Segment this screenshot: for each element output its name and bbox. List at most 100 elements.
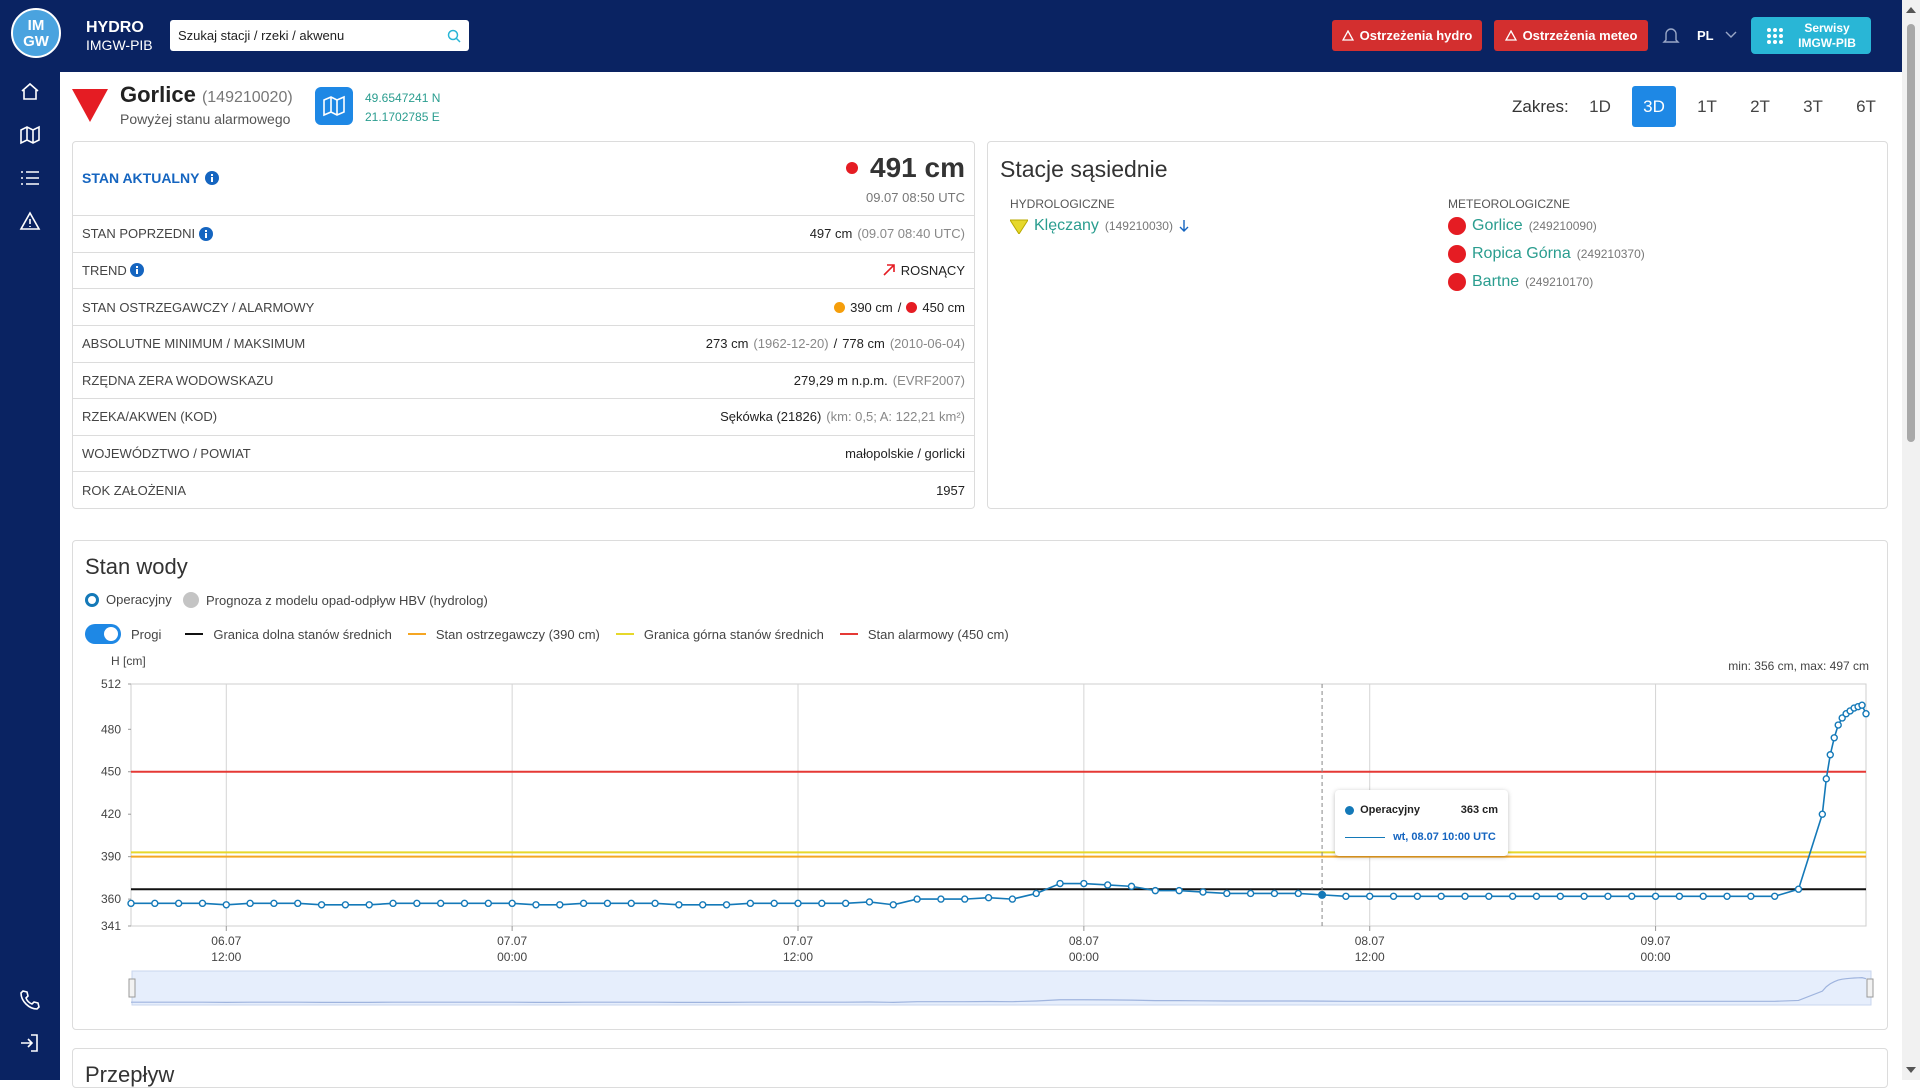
- tooltip-dot: [1345, 805, 1355, 815]
- range-button[interactable]: 3T: [1803, 96, 1823, 116]
- data-point: [1675, 892, 1684, 900]
- legend-label: Operacyjny: [106, 592, 172, 607]
- legend-item[interactable]: Operacyjny: [85, 592, 172, 607]
- x-tick-label: 08.07 12:00: [1354, 934, 1385, 964]
- neighbor-station[interactable]: Gorlice (249210090): [1448, 217, 1597, 235]
- search-box[interactable]: Szukaj stacji / rzeki / akwenu: [170, 20, 469, 51]
- value: 279,29 m n.p.m.: [793, 372, 888, 388]
- chart-title: Stan wody: [85, 554, 188, 579]
- data-point: [174, 899, 183, 908]
- data-point: [770, 899, 778, 908]
- station-code: (249210370): [1576, 247, 1645, 261]
- login-icon[interactable]: [21, 1034, 38, 1052]
- warn-meteo-button[interactable]: Ostrzeżenia meteo: [1494, 20, 1648, 51]
- note: (1962-12-20): [753, 336, 829, 352]
- data-point: [1834, 721, 1842, 729]
- range-button[interactable]: 2T: [1750, 96, 1770, 116]
- value: Sękówka (21826): [720, 409, 822, 425]
- navigator: [131, 970, 1872, 1006]
- neighbor-station[interactable]: Ropica Górna (249210370): [1448, 245, 1645, 263]
- logo-text: GW: [23, 33, 49, 50]
- x-tick-label: 06.07 12:00: [211, 934, 242, 964]
- info-row: STAN OSTRZEGAWCZY / ALARMOWY 390 cm/ 450 c…: [73, 288, 974, 325]
- info-icon[interactable]: [205, 171, 220, 185]
- services-button[interactable]: Serwisy IMGW-PIB: [1751, 17, 1871, 54]
- legend-item[interactable]: Prognoza z modelu opad-odpływ HBV (hydro…: [183, 592, 488, 608]
- language[interactable]: PL: [1697, 28, 1714, 43]
- scroll-thumb[interactable]: [1907, 24, 1915, 442]
- y-tick-label: 480: [101, 722, 121, 736]
- data-point: [1699, 892, 1707, 900]
- grid-icon: [1767, 27, 1784, 44]
- data-point: [627, 899, 635, 908]
- neighbor-station[interactable]: Klęczany (149210030): [1010, 217, 1189, 235]
- data-point: [1080, 879, 1088, 888]
- chevron[interactable]: [1725, 31, 1737, 39]
- toggle[interactable]: [85, 624, 121, 644]
- data-point: [961, 895, 969, 903]
- data-point: [151, 899, 159, 908]
- row-value: ROSNĄCY: [882, 263, 965, 278]
- alarm-dot: [846, 162, 859, 174]
- data-point: [270, 899, 278, 908]
- warning-icon[interactable]: [19, 211, 41, 230]
- neighbor-station[interactable]: Bartne (249210170): [1448, 273, 1593, 291]
- data-point: [1294, 889, 1302, 898]
- search-placeholder: Szukaj stacji / rzeki / akwenu: [178, 28, 345, 43]
- section-label: METEOROLOGICZNE: [1448, 197, 1571, 211]
- neighbors-panel: Stacje sąsiednie HYDROLOGICZNE Klęczany (…: [987, 141, 1888, 509]
- row-label: STAN OSTRZEGAWCZY / ALARMOWY: [82, 299, 315, 315]
- button-label: Ostrzeżenia meteo: [1522, 28, 1638, 43]
- map-button[interactable]: [315, 87, 353, 125]
- value: 273 cm: [705, 336, 749, 352]
- button-label: Ostrzeżenia hydro: [1359, 28, 1473, 43]
- down-arrow: [1179, 220, 1189, 232]
- navigator-handle: [128, 978, 136, 998]
- data-point: [746, 899, 755, 908]
- data-point: [865, 898, 874, 906]
- tooltip: Operacyjny 363 cm wt, 08.07 10:00 UTC: [1335, 790, 1509, 856]
- current-time: 09.07 08:50 UTC: [865, 190, 965, 205]
- x-tick-label: 09.07 00:00: [1640, 934, 1671, 964]
- range-button[interactable]: 1D: [1589, 96, 1611, 116]
- note: (km: 0,5; A: 122,21 km²): [826, 409, 965, 425]
- data-point: [603, 899, 612, 908]
- tooltip-row: Operacyjny 363 cm: [1345, 804, 1498, 816]
- data-point: [722, 901, 731, 909]
- data-point: [1008, 895, 1017, 903]
- longitude: 21.1702785 E: [365, 110, 440, 124]
- row-value: 273 cm (1962-12-20)/778 cm (2010-06-04): [706, 336, 965, 351]
- range-button[interactable]: 1T: [1697, 96, 1717, 116]
- data-point: [1413, 892, 1422, 900]
- scroll-up[interactable]: [1906, 6, 1916, 14]
- range-label: Zakres:: [1512, 97, 1569, 116]
- scrollbar[interactable]: [1902, 0, 1920, 1080]
- data-point: [818, 899, 826, 908]
- info-icon[interactable]: [198, 226, 213, 241]
- data-point: [1794, 885, 1803, 893]
- station-icon: [1448, 245, 1466, 263]
- legend-label: Stan alarmowy (450 cm): [867, 626, 1009, 642]
- list-icon[interactable]: [21, 171, 39, 185]
- range-button[interactable]: 3D: [1632, 86, 1676, 127]
- value: 778 cm: [842, 336, 885, 352]
- data-point: [579, 899, 588, 908]
- phone-icon[interactable]: [20, 990, 40, 1010]
- logo[interactable]: IM GW: [11, 8, 61, 58]
- scroll-down[interactable]: [1906, 1066, 1916, 1074]
- info-icon[interactable]: [130, 263, 145, 278]
- warn-hydro-button[interactable]: Ostrzeżenia hydro: [1332, 20, 1482, 51]
- range-button[interactable]: 6T: [1856, 96, 1876, 116]
- row-label: ROK ZAŁOŻENIA: [82, 482, 187, 498]
- row-label: ABSOLUTNE MINIMUM / MAKSIMUM: [82, 336, 306, 352]
- station-icon: [1010, 219, 1028, 234]
- data-point: [1127, 882, 1136, 891]
- note: (2010-06-04): [889, 336, 965, 352]
- home-icon[interactable]: [21, 82, 39, 100]
- info-row: RZĘDNA ZERA WODOWSKAZU 279,29 m n.p.m. (EV…: [73, 361, 974, 399]
- data-point: [651, 899, 659, 908]
- bell-icon[interactable]: [1662, 26, 1680, 46]
- data-point: [1508, 892, 1517, 900]
- map-icon[interactable]: [20, 125, 40, 145]
